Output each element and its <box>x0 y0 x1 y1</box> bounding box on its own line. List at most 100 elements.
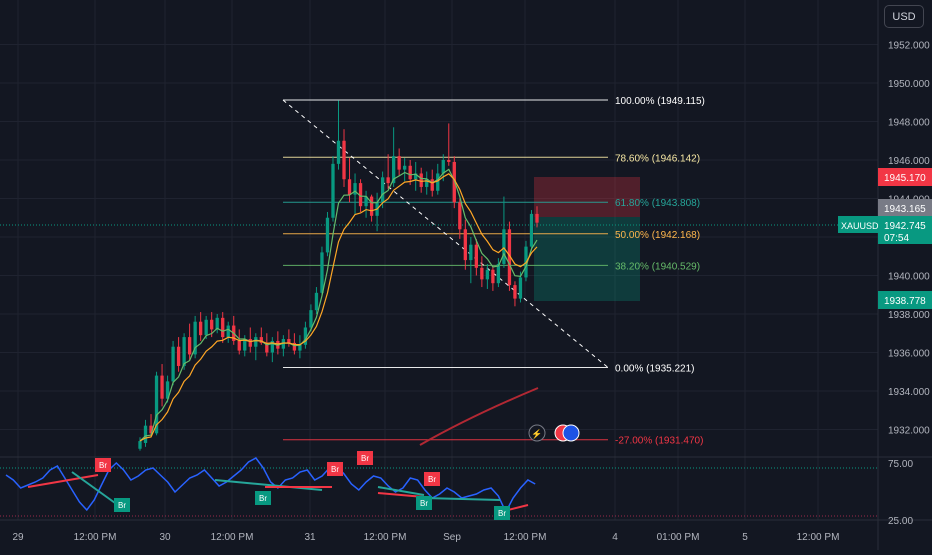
candle-body <box>270 340 274 353</box>
candle-body <box>204 319 208 336</box>
candle-body <box>160 375 164 399</box>
candle-body <box>325 217 330 253</box>
candle-body <box>254 337 258 347</box>
current-price-value: 1942.745 <box>884 221 926 232</box>
candle-body <box>518 277 523 299</box>
br-marker <box>424 472 440 486</box>
symbol-tag <box>838 216 880 233</box>
candle-body <box>215 317 219 330</box>
candle-body <box>287 339 291 343</box>
price-tick-label: 1934.000 <box>888 387 930 398</box>
candle-body <box>176 346 181 366</box>
candle-body <box>292 342 297 351</box>
candle-body <box>391 156 396 184</box>
us-flag-icon-2[interactable] <box>562 424 580 442</box>
stop-zone <box>534 217 640 301</box>
osc-tick-lower: 25.00 <box>888 516 913 527</box>
flash-icon[interactable] <box>528 424 546 442</box>
time-tick-label: 12:00 PM <box>74 532 117 543</box>
candle-body <box>165 381 170 399</box>
target-zone <box>534 177 640 217</box>
moving-average-slow <box>139 173 538 442</box>
price-tick-label: 1932.000 <box>888 426 930 437</box>
candle-body <box>320 252 324 293</box>
candle-body <box>430 179 434 191</box>
candle-body <box>237 340 241 351</box>
fib-level-label: -27.00% (1931.470) <box>615 436 703 447</box>
fib-level-label: 38.20% (1940.529) <box>615 261 700 272</box>
time-tick-label: 4 <box>612 532 618 543</box>
candle-body <box>138 441 142 449</box>
candle-body <box>485 269 490 280</box>
time-tick-label: 12:00 PM <box>797 532 840 543</box>
price-tick-label: 1946.000 <box>888 156 930 167</box>
br-marker-label: Br <box>361 454 369 463</box>
candle-body <box>353 183 357 195</box>
candle-body <box>496 263 501 284</box>
candle-body <box>441 160 445 174</box>
moving-average-fast <box>139 168 538 442</box>
candle-body <box>474 244 479 268</box>
fib-level-label: 61.80% (1943.808) <box>615 198 700 209</box>
candle-body <box>243 339 247 351</box>
countdown-timer: 07:54 <box>884 233 909 244</box>
price-tick-label: 1950.000 <box>888 79 930 90</box>
time-tick-label: 30 <box>159 532 171 543</box>
price-tick-label: 1936.000 <box>888 349 930 360</box>
candle-body <box>386 177 390 184</box>
price-tick-label: 1952.000 <box>888 41 930 52</box>
candle-body <box>171 346 175 382</box>
candle-body <box>182 337 186 366</box>
br-marker-label: Br <box>498 509 506 518</box>
candle-body <box>198 321 203 336</box>
candle-body <box>397 156 401 170</box>
candle-body <box>425 179 429 187</box>
candle-body <box>502 229 506 264</box>
candle-body <box>187 337 192 355</box>
candle-body <box>221 317 225 338</box>
br-marker <box>416 496 432 510</box>
candle-body <box>154 375 159 434</box>
time-tick-label: 31 <box>304 532 316 543</box>
symbol-tag-label: XAUUSD <box>841 221 879 231</box>
candle-body <box>463 229 467 261</box>
time-tick-label: 01:00 PM <box>657 532 700 543</box>
osc-tick-upper: 75.00 <box>888 459 913 470</box>
candle-body <box>513 285 517 299</box>
current-price-tag <box>878 216 932 244</box>
candle-body <box>358 183 363 207</box>
candle-body <box>193 321 197 355</box>
candle-body <box>149 425 153 434</box>
candle-body <box>458 202 462 230</box>
candle-body <box>143 425 148 443</box>
last-price-tag <box>878 199 932 217</box>
candle-body <box>298 344 302 351</box>
br-marker-label: Br <box>259 494 267 503</box>
candle-body <box>342 140 346 180</box>
candle-body <box>210 319 214 330</box>
candle-body <box>314 292 319 311</box>
candle-body <box>347 179 352 195</box>
candle-body <box>447 160 451 162</box>
time-tick-label: 12:00 PM <box>211 532 254 543</box>
candle-body <box>265 342 269 353</box>
time-tick-label: 12:00 PM <box>364 532 407 543</box>
candle-body <box>248 339 252 347</box>
projection-curve <box>419 387 539 446</box>
candle-body <box>364 196 368 207</box>
br-marker-label: Br <box>118 501 126 510</box>
candle-body <box>403 165 407 170</box>
currency-button[interactable]: USD <box>884 5 924 28</box>
candle-body <box>535 213 539 223</box>
time-tick-label: 12:00 PM <box>504 532 547 543</box>
fib-level-label: 78.60% (1946.142) <box>615 153 700 164</box>
flash-icon-glyph: ⚡ <box>531 428 542 440</box>
br-marker <box>357 451 373 465</box>
candle-body <box>507 229 512 286</box>
br-marker-label: Br <box>99 461 107 470</box>
divergence-line <box>71 471 123 509</box>
candle-body <box>408 165 412 180</box>
divergence-line <box>214 479 323 491</box>
